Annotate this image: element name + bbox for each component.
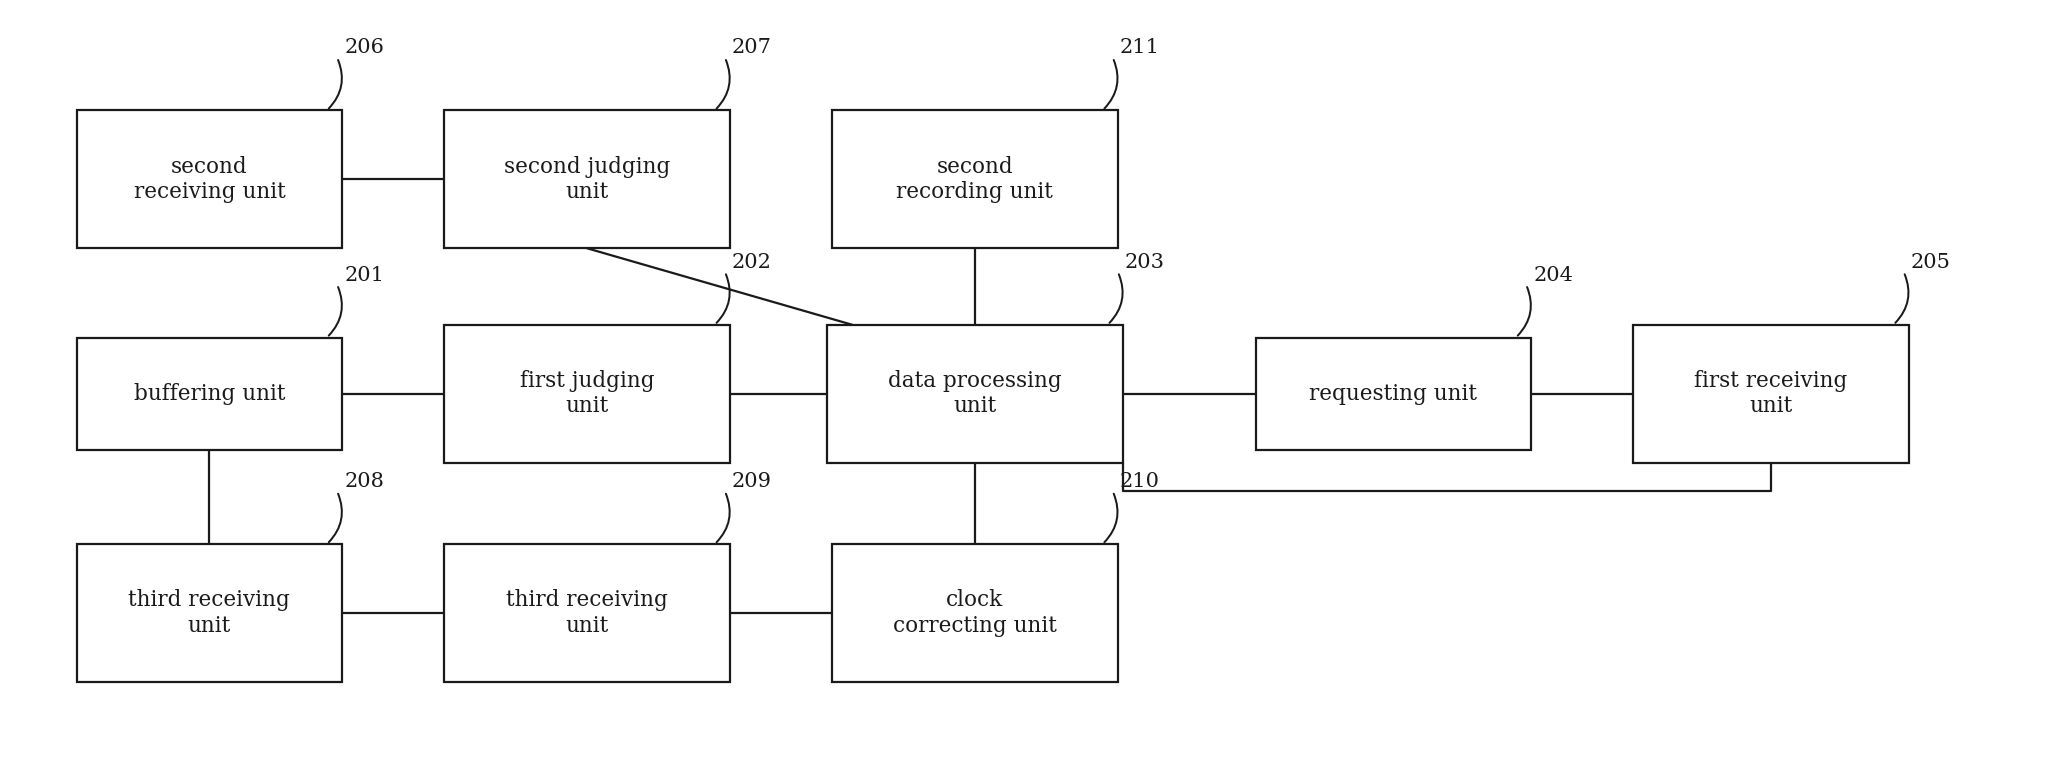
Text: 208: 208 (344, 472, 384, 491)
Text: 210: 210 (1120, 472, 1159, 491)
Text: second
receiving unit: second receiving unit (134, 156, 285, 203)
FancyBboxPatch shape (443, 545, 730, 682)
FancyBboxPatch shape (827, 324, 1124, 463)
Text: 209: 209 (732, 472, 771, 491)
Text: 206: 206 (344, 38, 384, 58)
FancyBboxPatch shape (831, 110, 1118, 249)
Text: 211: 211 (1120, 38, 1159, 58)
Text: data processing
unit: data processing unit (889, 370, 1062, 417)
FancyBboxPatch shape (76, 545, 342, 682)
Text: clock
correcting unit: clock correcting unit (893, 589, 1058, 637)
Text: second
recording unit: second recording unit (897, 156, 1054, 203)
Text: third receiving
unit: third receiving unit (505, 589, 668, 637)
Text: 205: 205 (1911, 253, 1951, 272)
FancyBboxPatch shape (1256, 337, 1532, 449)
FancyBboxPatch shape (1633, 324, 1909, 463)
Text: requesting unit: requesting unit (1309, 383, 1476, 405)
Text: third receiving
unit: third receiving unit (128, 589, 291, 637)
Text: first receiving
unit: first receiving unit (1695, 370, 1848, 417)
FancyBboxPatch shape (443, 110, 730, 249)
FancyBboxPatch shape (831, 545, 1118, 682)
Text: 207: 207 (732, 38, 771, 58)
Text: 204: 204 (1534, 265, 1573, 285)
FancyBboxPatch shape (76, 337, 342, 449)
Text: 202: 202 (732, 253, 771, 272)
FancyBboxPatch shape (76, 110, 342, 249)
FancyBboxPatch shape (443, 324, 730, 463)
Text: 201: 201 (344, 265, 384, 285)
Text: first judging
unit: first judging unit (520, 370, 654, 417)
Text: second judging
unit: second judging unit (503, 156, 670, 203)
Text: 203: 203 (1126, 253, 1165, 272)
Text: buffering unit: buffering unit (134, 383, 285, 405)
